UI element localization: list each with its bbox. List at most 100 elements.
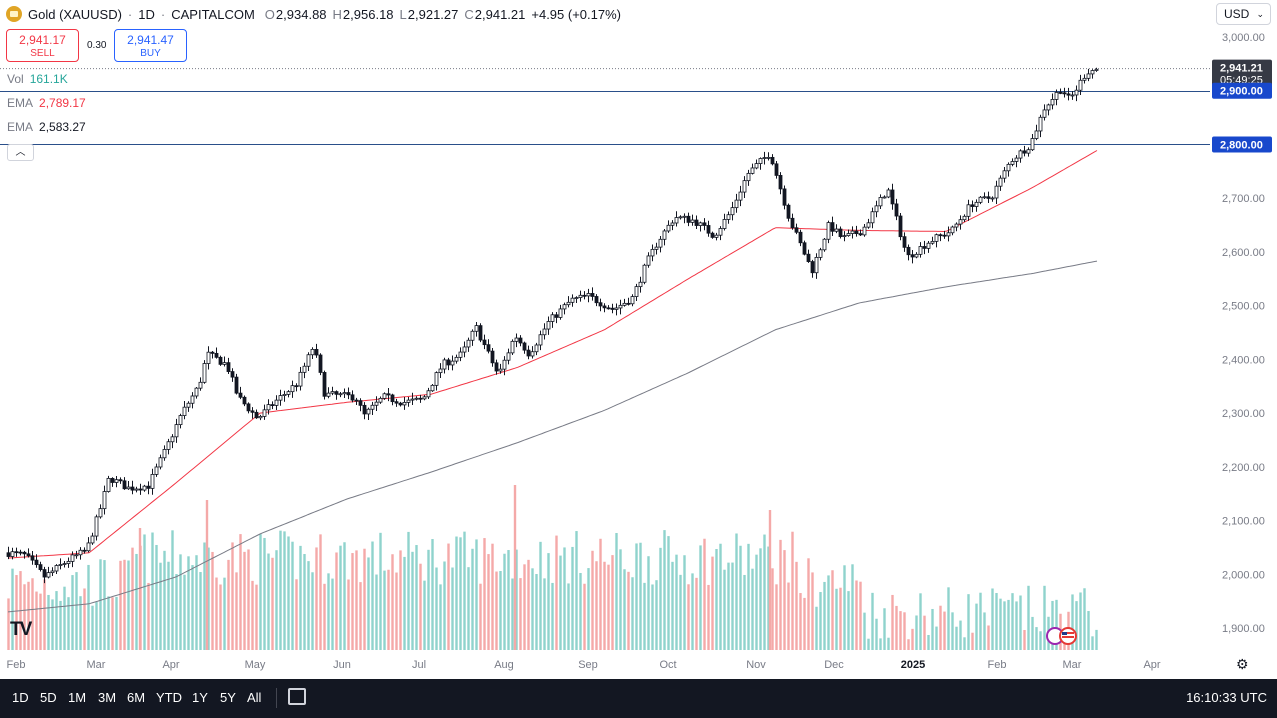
- volume-bar-up: [995, 592, 998, 650]
- price-chart[interactable]: 3,000.00 2,900.00 2,800.00 2,700.00 2,600.00…: [0, 0, 1277, 679]
- legend-ema-short[interactable]: EMA 2,789.17: [7, 96, 86, 110]
- timeframe-1y[interactable]: 1Y: [192, 690, 208, 705]
- price-axis[interactable]: 3,000.00 2,900.00 2,800.00 2,700.00 2,600.00…: [1210, 0, 1277, 650]
- candle-up: [878, 197, 883, 207]
- symbol-name[interactable]: Gold (XAUUSD): [28, 6, 122, 22]
- volume-bar-up: [883, 608, 886, 650]
- volume-bar-up: [1003, 601, 1006, 650]
- timeframe-all[interactable]: All: [247, 690, 262, 705]
- volume-bar-down: [319, 534, 322, 650]
- volume-bar-up: [543, 578, 546, 650]
- candle-up: [382, 393, 387, 399]
- volume-bar-up: [103, 560, 106, 650]
- candle-down: [30, 555, 35, 561]
- candle-down: [478, 325, 483, 341]
- candle-up: [574, 297, 579, 299]
- timeframe-5y[interactable]: 5Y: [220, 690, 236, 705]
- volume-bar-down: [859, 581, 862, 650]
- volume-bar-down: [1023, 629, 1026, 650]
- candle-down: [770, 156, 775, 165]
- candle-up: [266, 404, 271, 411]
- candle-down: [334, 391, 339, 395]
- x-tick-label: Oct: [659, 659, 676, 671]
- calendar-icon[interactable]: [288, 688, 306, 705]
- volume-bar-down: [599, 538, 602, 650]
- timeframe-ytd[interactable]: YTD: [156, 690, 182, 705]
- timeframe-1d[interactable]: 1D: [12, 690, 29, 705]
- candle-up: [166, 441, 171, 450]
- interval[interactable]: 1D: [138, 6, 155, 22]
- candle-down: [350, 394, 355, 401]
- time-axis[interactable]: Feb Mar Apr May Jun Jul Aug Sep Oct Nov Dec 2025 Feb…: [7, 659, 1161, 671]
- y-tick-label: 2,000.00: [1222, 569, 1265, 581]
- clock[interactable]: 16:10:33 UTC: [1186, 690, 1267, 705]
- volume-bar-up: [999, 598, 1002, 650]
- candle-up: [1070, 94, 1075, 97]
- volume-bar-up: [563, 547, 566, 650]
- volume-bar-down: [491, 543, 494, 650]
- timeframe-3m[interactable]: 3M: [98, 690, 117, 705]
- data-source[interactable]: CAPITALCOM: [171, 6, 255, 22]
- sell-button[interactable]: 2,941.17 SELL: [6, 29, 79, 62]
- legend-ema-label: EMA: [7, 120, 34, 134]
- timeframe-5d[interactable]: 5D: [40, 690, 57, 705]
- currency-select[interactable]: USD ⌄: [1216, 3, 1271, 25]
- buy-button[interactable]: 2,941.47 BUY: [114, 29, 187, 62]
- candle-up: [1014, 157, 1019, 162]
- candle-up: [142, 485, 147, 491]
- legend-volume[interactable]: Vol 161.1K: [7, 72, 68, 86]
- volume-bar-down: [219, 584, 222, 650]
- volume-bar-up: [559, 555, 562, 650]
- volume-bar-up: [91, 605, 94, 650]
- candle-down: [26, 553, 31, 557]
- volume-bar-up: [719, 543, 722, 650]
- candle-down: [894, 203, 899, 217]
- volume-bar-down: [211, 551, 214, 650]
- timeframe-6m[interactable]: 6M: [127, 690, 146, 705]
- candle-down: [706, 225, 711, 234]
- volume-bar-down: [603, 561, 606, 650]
- candle-up: [742, 180, 747, 193]
- volume-bar-up: [299, 545, 302, 650]
- y-tick-label: 2,500.00: [1222, 301, 1265, 313]
- candle-up: [738, 191, 743, 201]
- volume-bar-up: [975, 603, 978, 650]
- volume-bar-up: [575, 531, 578, 650]
- y-tick-label: 2,300.00: [1222, 408, 1265, 420]
- bottom-toolbar: 1D 5D 1M 3M 6M YTD 1Y 5Y All 16:10:33 UT…: [0, 679, 1277, 718]
- candle-up: [1074, 89, 1079, 96]
- volume-bar-up: [671, 561, 674, 650]
- volume-bar-down: [235, 572, 238, 650]
- volume-bar-up: [755, 554, 758, 650]
- volume-bar-down: [39, 593, 42, 650]
- candle-up: [914, 253, 919, 258]
- volume-bar-up: [759, 548, 762, 650]
- horizontal-lines[interactable]: [0, 68, 1210, 145]
- timeframe-1m[interactable]: 1M: [68, 690, 87, 705]
- candle-down: [922, 246, 927, 249]
- events-flags-icon[interactable]: [1044, 626, 1080, 646]
- volume-bar-down: [687, 584, 690, 650]
- candle-down: [354, 399, 359, 402]
- candle-down: [582, 294, 587, 297]
- volume-bar-up: [507, 550, 510, 650]
- candle-up: [670, 222, 675, 226]
- volume-bar-up: [467, 567, 470, 650]
- candle-up: [926, 242, 931, 249]
- volume-bar-up: [451, 567, 454, 650]
- candle-up: [842, 235, 847, 238]
- volume-bar-up: [727, 562, 730, 650]
- collapse-legend-button[interactable]: ︿: [7, 144, 34, 161]
- candle-down: [146, 485, 151, 489]
- volume-bar-down: [363, 548, 366, 650]
- candle-down: [970, 204, 975, 207]
- header-separator: ·: [127, 6, 133, 22]
- candle-down: [482, 339, 487, 346]
- volume-bar-down: [323, 583, 326, 650]
- candle-up: [566, 301, 571, 306]
- tradingview-logo-icon[interactable]: TV: [10, 619, 32, 640]
- candle-up: [1006, 163, 1011, 172]
- gear-icon[interactable]: ⚙: [1236, 656, 1249, 672]
- legend-ema-long[interactable]: EMA 2,583.27: [7, 120, 86, 134]
- candle-up: [642, 264, 647, 283]
